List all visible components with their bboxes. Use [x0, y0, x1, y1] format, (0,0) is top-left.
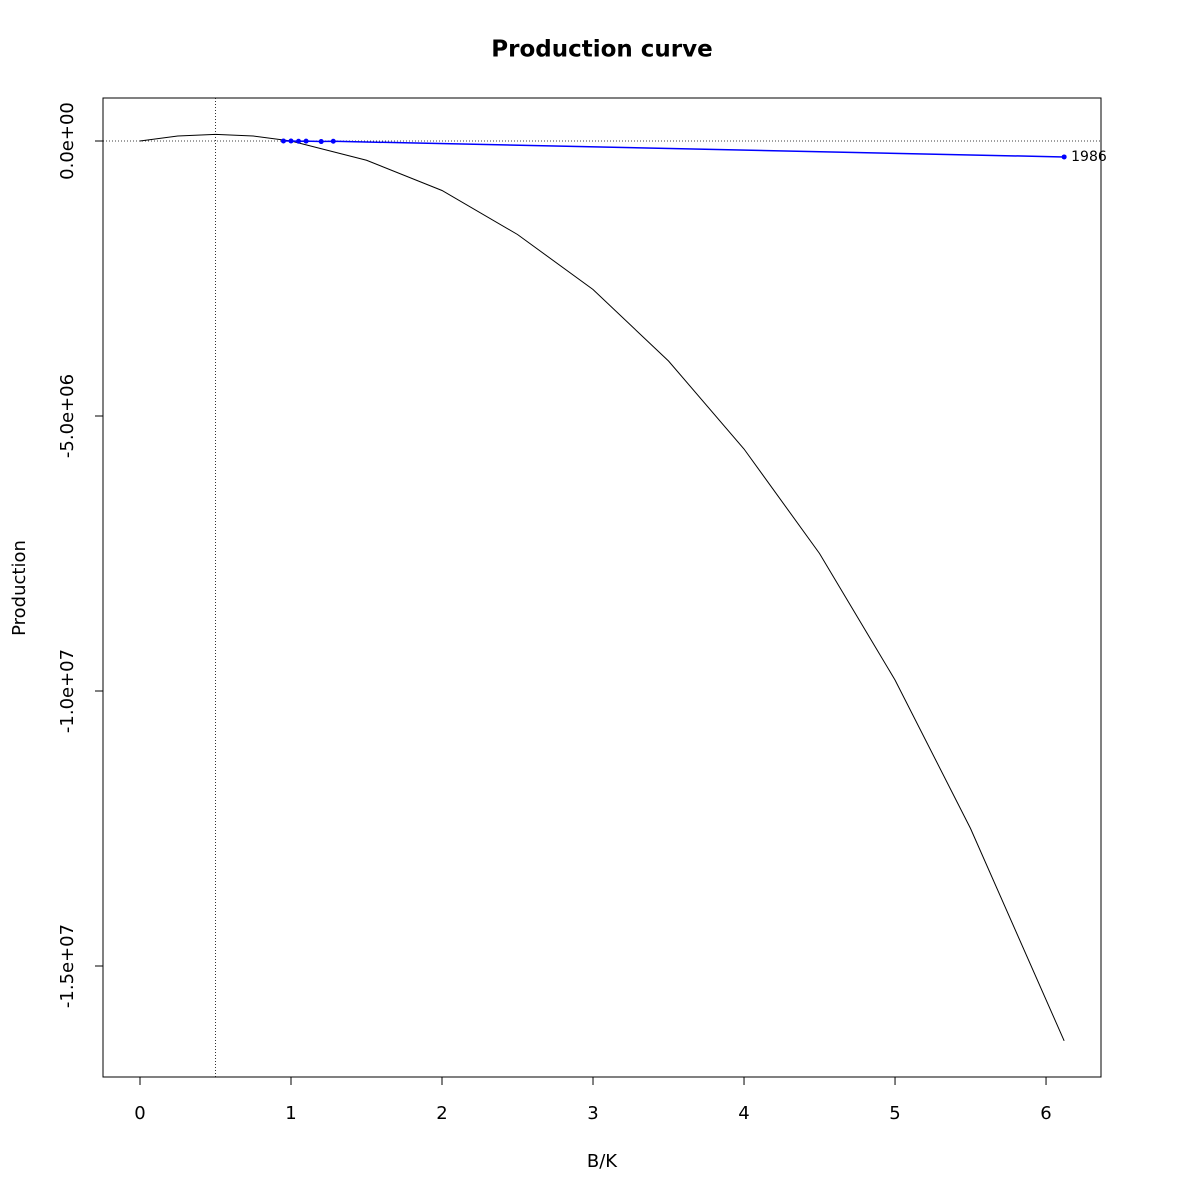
- x-tick-label: 3: [587, 1103, 598, 1124]
- y-axis-label: Production: [9, 540, 30, 636]
- observed-point: [318, 139, 324, 145]
- y-tick-label: -1.5e+07: [57, 924, 78, 1008]
- observed-line: [283, 140, 1065, 158]
- observed-point: [296, 138, 302, 144]
- y-tick-label: -1.0e+07: [57, 649, 78, 733]
- x-tick-label: 5: [889, 1103, 900, 1124]
- observed-point: [280, 138, 286, 144]
- y-tick-label: -5.0e+06: [57, 374, 78, 458]
- x-tick-label: 1: [285, 1103, 296, 1124]
- x-tick-label: 6: [1040, 1103, 1051, 1124]
- point-label: 1986: [1071, 149, 1107, 165]
- y-tick-label: 0.0e+00: [57, 102, 78, 180]
- plot-frame: [102, 97, 1102, 1078]
- observed-point: [288, 138, 294, 144]
- observed-point: [303, 138, 309, 144]
- x-tick-label: 4: [738, 1103, 749, 1124]
- observed-point: [1061, 154, 1067, 160]
- x-axis-label: B/K: [587, 1151, 618, 1172]
- x-tick-label: 2: [436, 1103, 447, 1124]
- x-tick-label: 0: [134, 1103, 145, 1124]
- chart-title: Production curve: [491, 37, 712, 63]
- observed-point: [330, 138, 336, 144]
- curve-line: [139, 133, 1065, 1042]
